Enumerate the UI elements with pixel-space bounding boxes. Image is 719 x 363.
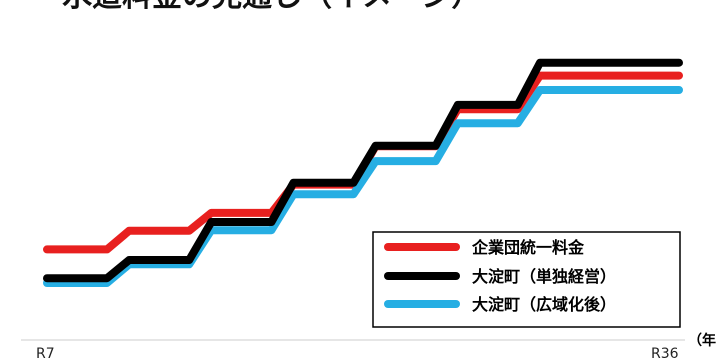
series-layer (43, 58, 683, 287)
x-tick-start: R7 (36, 346, 55, 362)
legend-label-2: 大淀町（広域化後） (472, 295, 616, 314)
series-line-blue (43, 86, 683, 287)
x-axis-unit: （年 (688, 332, 716, 349)
legend-label-1: 大淀町（単独経営） (472, 267, 616, 286)
series-line-black (43, 58, 683, 283)
legend-label-0: 企業団統一料金 (471, 238, 585, 257)
legend: 企業団統一料金 大淀町（単独経営） 大淀町（広域化後） (372, 231, 681, 328)
x-axis: R7 R36 （年 (21, 332, 716, 362)
chart-title: 水道料金の見通し（イメージ） (62, 0, 481, 14)
x-tick-end: R36 (651, 346, 679, 362)
